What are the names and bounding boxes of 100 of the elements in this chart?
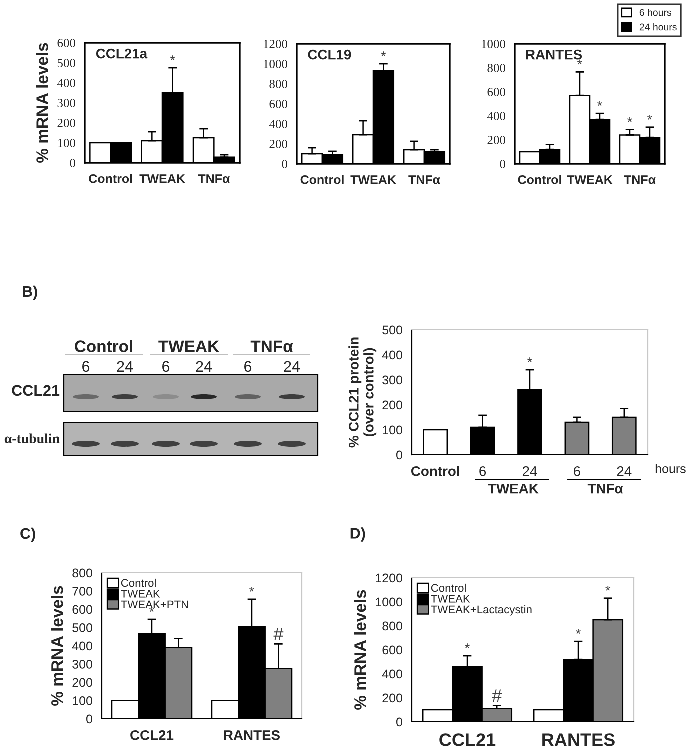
annotation: * <box>648 114 652 120</box>
y-tick-label: 200 <box>382 694 402 703</box>
x-tick-label: TWEAK <box>140 174 186 184</box>
y-tick-label: 600 <box>270 100 288 108</box>
y-tick-label: 800 <box>270 80 288 88</box>
text: hours <box>656 464 686 474</box>
text: 24 <box>284 361 300 372</box>
text: CCL21 <box>12 385 60 396</box>
y-tick-label: 600 <box>72 605 92 614</box>
y-tick-label: 400 <box>382 350 402 360</box>
text: Control <box>75 340 132 352</box>
y-tick-label: 0 <box>282 160 288 168</box>
y-tick-label: 100 <box>383 426 402 435</box>
text: 6 <box>244 361 252 372</box>
text: TWEAK <box>488 484 539 494</box>
legend-label: Control <box>121 578 156 588</box>
text: TNFα <box>588 484 624 494</box>
y-tick-label: 700 <box>72 587 92 596</box>
y-tick-label: 1000 <box>264 60 288 68</box>
x-tick-label: Control <box>300 175 344 184</box>
legend-label: TWEAK <box>431 595 470 603</box>
y-tick-label: 1200 <box>376 574 402 583</box>
y-axis-title: % mRNA levels <box>51 586 64 706</box>
annotation: * <box>381 52 386 56</box>
x-tick-label: Control <box>89 174 132 184</box>
x-tick-label: TWEAK <box>567 176 613 184</box>
y-tick-label: 400 <box>382 670 402 679</box>
annotation: * <box>528 358 532 362</box>
y-tick-label: 200 <box>488 136 506 144</box>
x-tick-label: TNFα <box>624 176 656 184</box>
text: D) <box>350 528 366 542</box>
x-tick-label: Control <box>518 175 562 184</box>
x-tick-label: TNFα <box>408 176 440 184</box>
y-tick-label: 100 <box>73 696 92 706</box>
legend-label: Control <box>431 584 466 592</box>
legend-label: TWEAK+PTN <box>121 600 188 608</box>
y-tick-label: 300 <box>58 99 76 108</box>
y-tick-label: 0 <box>500 160 506 168</box>
chart-title: CCL21a <box>96 48 148 59</box>
y-tick-label: 100 <box>58 139 76 148</box>
text: 6 <box>82 361 90 372</box>
text: TNFα <box>250 340 294 352</box>
text: 24 <box>117 361 134 372</box>
x-tick-label: RANTES <box>542 734 615 746</box>
x-tick-label: TWEAK <box>350 176 396 184</box>
y-tick-label: 400 <box>72 642 92 651</box>
y-tick-label: 300 <box>382 376 402 385</box>
y-tick-label: 200 <box>58 119 76 128</box>
y-tick-label: 300 <box>72 660 92 669</box>
y-tick-label: 200 <box>72 678 92 688</box>
y-tick-label: 200 <box>270 140 288 148</box>
y-tick-label: 0 <box>70 159 76 168</box>
x-tick-label: CCL21 <box>130 730 174 740</box>
x-tick-label: 6 <box>574 466 580 476</box>
annotation: * <box>465 644 470 648</box>
text: 24 <box>196 361 212 372</box>
legend-label: 6 hours <box>640 8 672 16</box>
x-tick-label: TNFα <box>198 174 230 184</box>
y-tick-label: 1000 <box>482 40 506 48</box>
y-tick-label: 0 <box>396 450 402 460</box>
legend-label: TWEAK <box>121 590 160 598</box>
text: α-tubulin <box>4 434 60 444</box>
annotation: * <box>250 587 254 592</box>
y-tick-label: 600 <box>58 39 76 48</box>
y-axis-title: % mRNA levels <box>36 43 48 163</box>
y-tick-label: 1000 <box>376 598 402 607</box>
x-tick-label: 24 <box>522 466 538 476</box>
x-tick-label: RANTES <box>224 730 280 740</box>
x-tick-label: 24 <box>617 466 632 476</box>
text: C) <box>20 528 36 542</box>
y-tick-label: 800 <box>488 64 506 72</box>
annotation: * <box>598 101 602 106</box>
y-tick-label: 600 <box>488 88 506 96</box>
y-tick-label: 500 <box>72 624 92 632</box>
annotation: * <box>170 56 176 60</box>
y-tick-label: 400 <box>487 112 506 120</box>
y-tick-label: 0 <box>396 718 402 727</box>
y-tick-label: 0 <box>86 714 92 724</box>
y-tick-label: 600 <box>382 646 402 655</box>
x-tick-label: CCL21 <box>440 734 496 746</box>
legend-label: TWEAK+Lactacystin <box>431 605 532 616</box>
annotation: * <box>576 629 581 634</box>
annotation: # <box>274 628 284 640</box>
y-tick-label: 800 <box>382 622 402 631</box>
y-tick-label: 400 <box>57 79 76 88</box>
y-tick-label: 200 <box>382 400 402 410</box>
y-axis-title: % CCL21 protein (over control) <box>348 338 377 448</box>
x-tick-label: 6 <box>480 466 486 476</box>
annotation: * <box>578 60 582 65</box>
y-tick-label: 1200 <box>264 40 288 48</box>
chart-title: RANTES <box>526 50 582 60</box>
x-tick-label: Control <box>411 466 460 476</box>
text: B) <box>23 286 38 300</box>
y-tick-label: 400 <box>269 120 288 128</box>
text: 6 <box>162 361 170 372</box>
y-tick-label: 800 <box>72 568 92 578</box>
y-axis-title: % mRNA levels <box>354 590 366 710</box>
annotation: * <box>606 586 611 591</box>
annotation: # <box>492 690 502 702</box>
annotation: * <box>628 117 632 122</box>
